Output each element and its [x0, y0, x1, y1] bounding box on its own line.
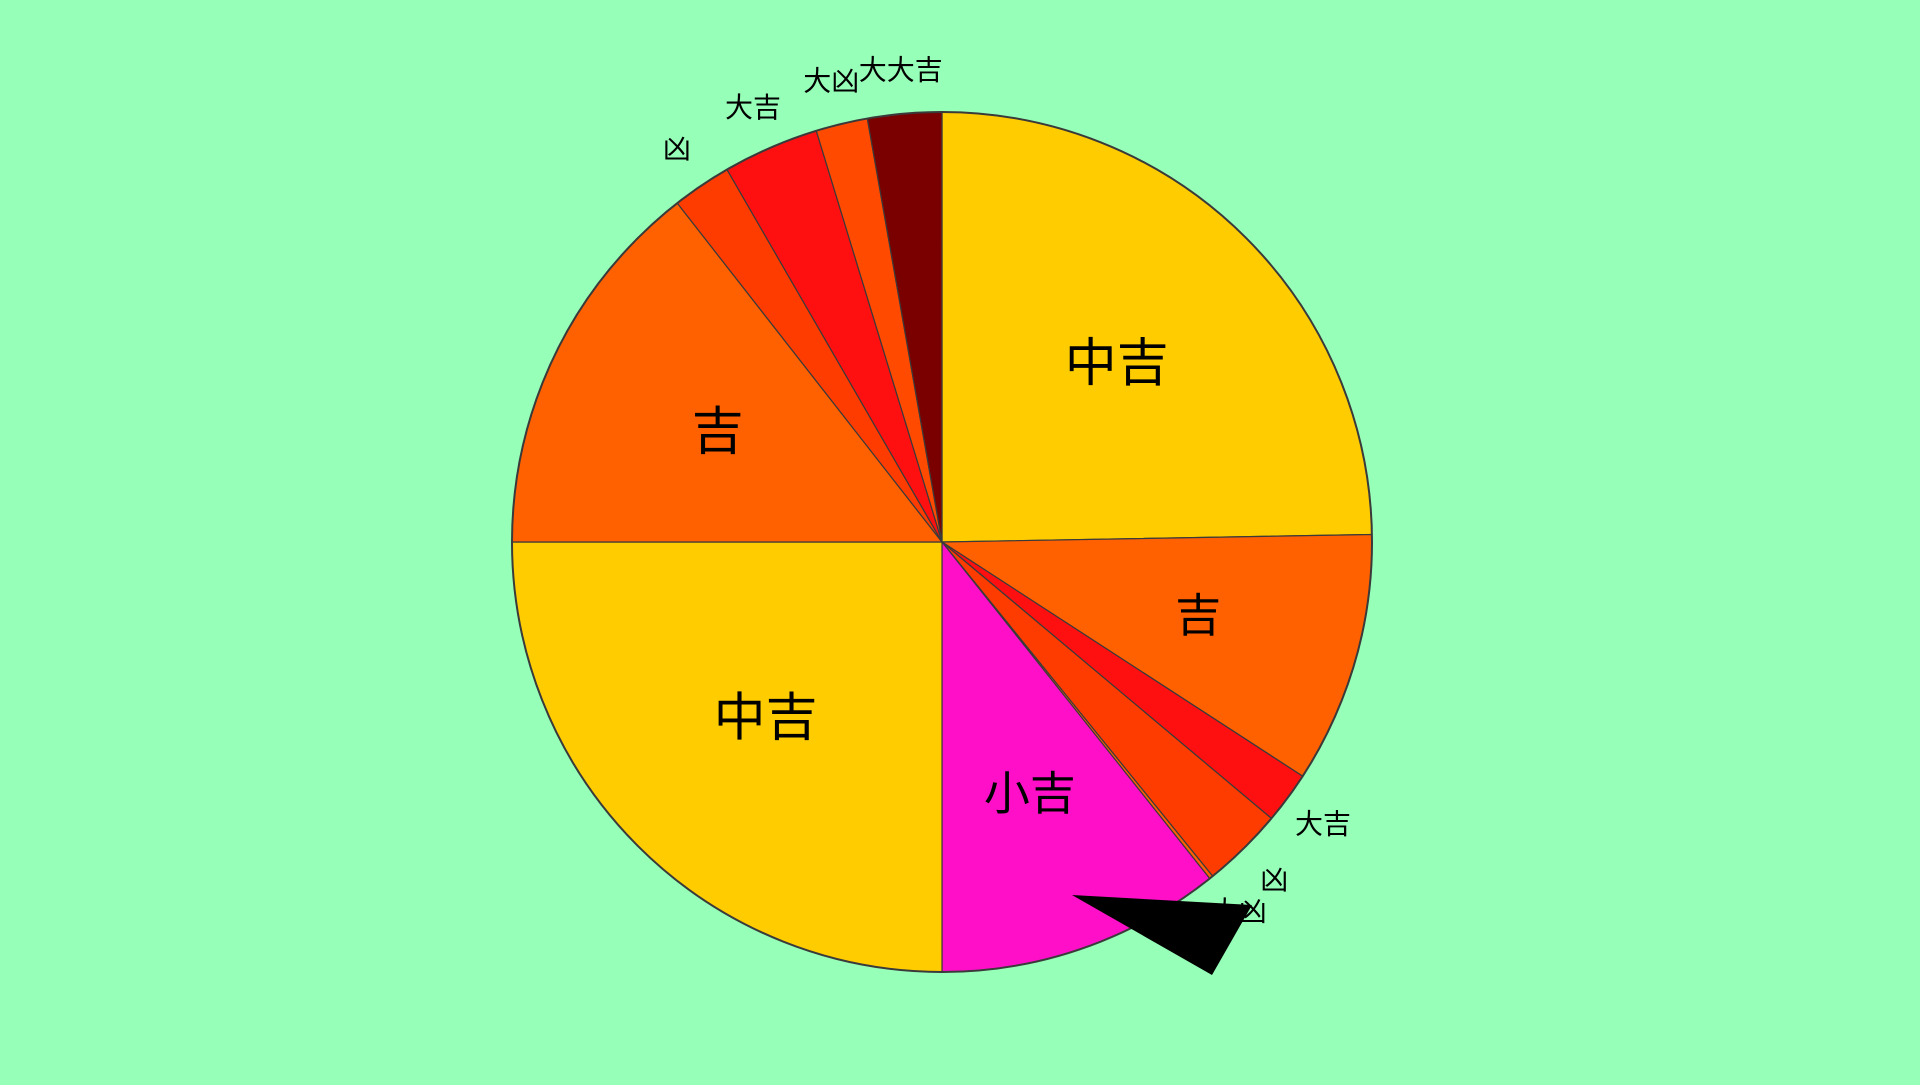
wheel-outline — [511, 111, 1373, 973]
wheel-segment — [511, 541, 943, 973]
wheel-segment-label: 小吉 — [984, 767, 1076, 821]
wheel-segment-label: 大吉 — [725, 91, 781, 124]
wheel-segment-label: 大凶 — [803, 65, 859, 98]
wheel-segment-label: 大大吉 — [859, 53, 943, 86]
wheel-segment-label: 大吉 — [1295, 807, 1351, 840]
wheel-segment-label: 中吉 — [1065, 334, 1169, 394]
wheel-segment-label: 吉 — [692, 403, 744, 463]
wheel-segment-label: 中吉 — [714, 688, 818, 748]
wheel-segment-label: 吉 — [1175, 589, 1221, 643]
wheel-segment — [941, 111, 1373, 543]
wheel-segment-label: 凶 — [1260, 864, 1288, 897]
triangle-pointer-icon — [1072, 895, 1252, 975]
wheel-segment-label: 凶 — [663, 133, 691, 166]
